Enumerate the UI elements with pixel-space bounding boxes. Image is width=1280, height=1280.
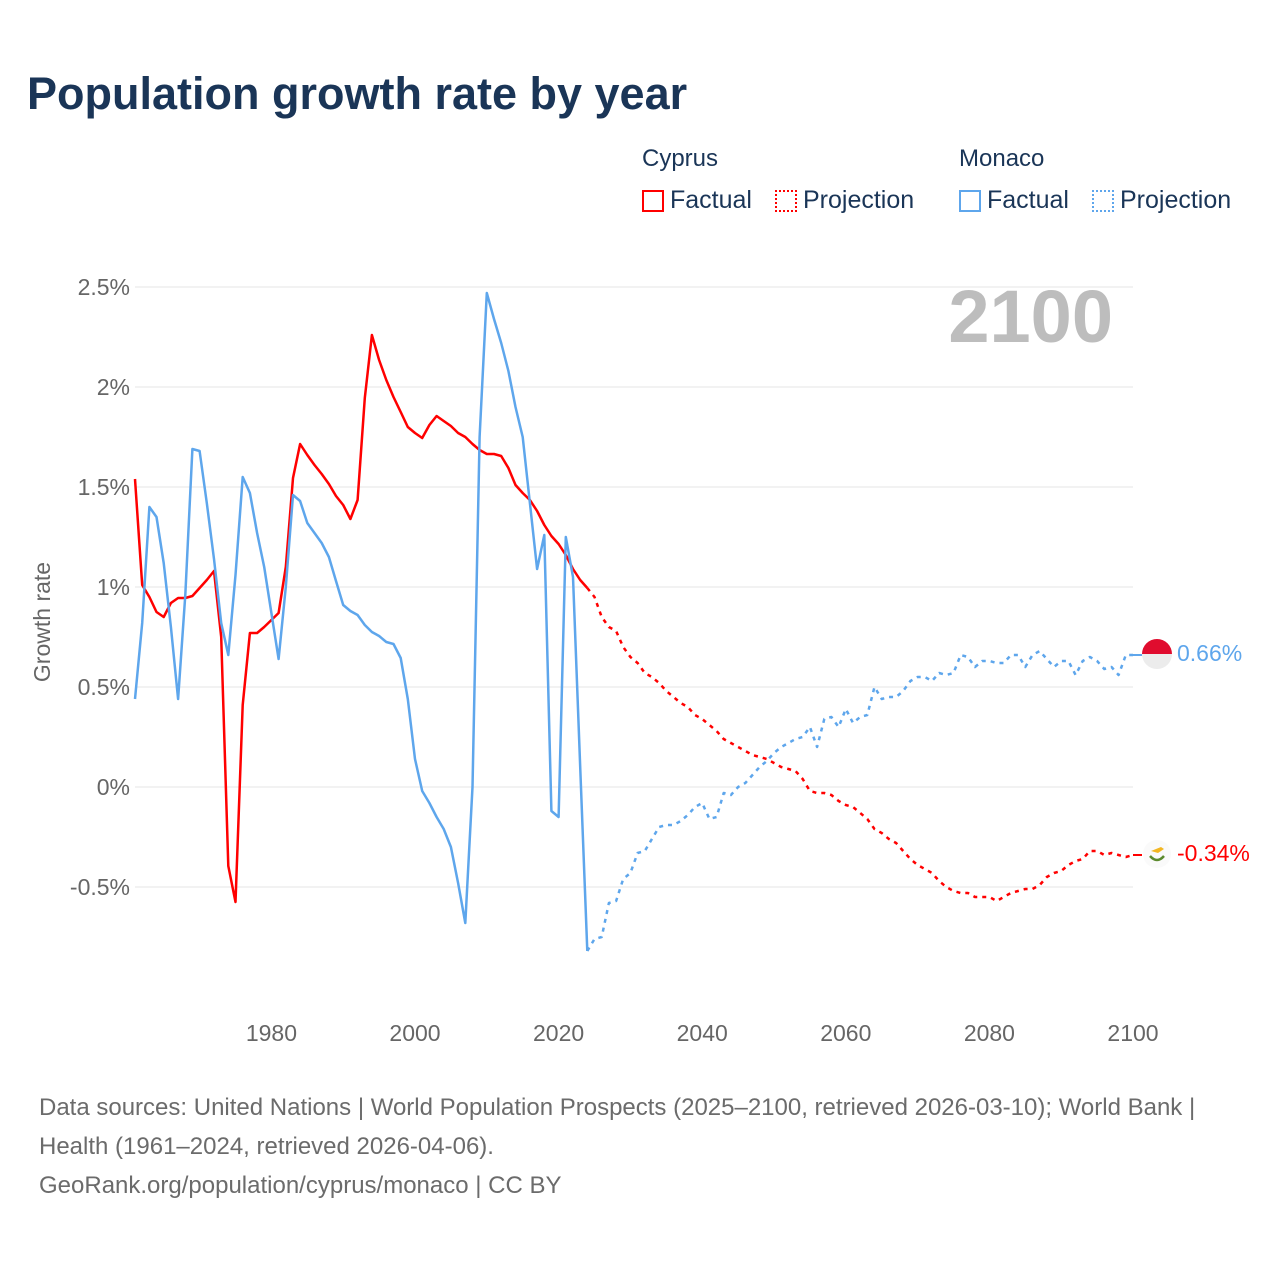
data-sources-text: Data sources: United Nations | World Pop… <box>39 1094 1196 1160</box>
legend-label: Projection <box>1120 186 1232 214</box>
legend-cyprus-projection[interactable]: Projection <box>775 186 914 215</box>
y-tick-label: 0% <box>97 774 130 800</box>
y-tick-label: 0.5% <box>78 674 130 700</box>
monaco-factual-line <box>133 291 589 952</box>
x-tick-label: 2100 <box>1107 1020 1158 1046</box>
credit-link[interactable]: GeoRank.org/population/cyprus/monaco | C… <box>39 1172 562 1199</box>
cyprus-end-value-label: -0.34% <box>1177 840 1250 866</box>
y-axis-label: Growth rate <box>29 562 55 682</box>
cyprus-factual-line <box>133 333 589 904</box>
x-tick-label: 2060 <box>820 1020 871 1046</box>
legend-swatch-solid-icon <box>959 189 981 212</box>
legend-swatch-dotted-icon <box>775 189 797 212</box>
legend-group-monaco: Monaco <box>959 145 1045 172</box>
legend-swatch-solid-icon <box>642 189 664 212</box>
y-tick-label: 2.5% <box>78 274 130 300</box>
monaco-flag-icon <box>1142 639 1172 669</box>
legend-label: Projection <box>803 186 915 214</box>
cyprus-projection-line <box>586 587 1134 903</box>
x-tick-label: 2080 <box>964 1020 1015 1046</box>
legend-group-cyprus: Cyprus <box>642 145 719 172</box>
legend-monaco-projection[interactable]: Projection <box>1092 186 1231 215</box>
y-tick-label: -0.5% <box>70 874 130 900</box>
chart-title: Population growth rate by year <box>27 68 688 119</box>
x-tick-label: 1980 <box>246 1020 297 1046</box>
legend-monaco-factual[interactable]: Factual <box>959 186 1069 215</box>
x-tick-label: 2000 <box>389 1020 440 1046</box>
legend-swatch-dotted-icon <box>1092 189 1114 212</box>
x-tick-label: 2040 <box>677 1020 728 1046</box>
y-tick-label: 1% <box>97 574 130 600</box>
y-tick-label: 2% <box>97 374 130 400</box>
legend-cyprus-factual[interactable]: Factual <box>642 186 752 215</box>
line-chart: -0.5% 0% 0.5% 1% 1.5% 2% 2.5% 1980 2000 2020 2040 2… <box>29 274 1250 1046</box>
monaco-end-value-label: 0.66% <box>1177 640 1242 666</box>
x-tick-label: 2020 <box>533 1020 584 1046</box>
cyprus-flag-icon <box>1143 840 1171 868</box>
y-tick-label: 1.5% <box>78 474 130 500</box>
current-year-label: 2100 <box>948 275 1113 358</box>
monaco-projection-line <box>586 649 1133 952</box>
legend-label: Factual <box>670 186 752 214</box>
legend-label: Factual <box>987 186 1069 214</box>
footer: Data sources: United Nations | World Pop… <box>39 1088 1239 1205</box>
